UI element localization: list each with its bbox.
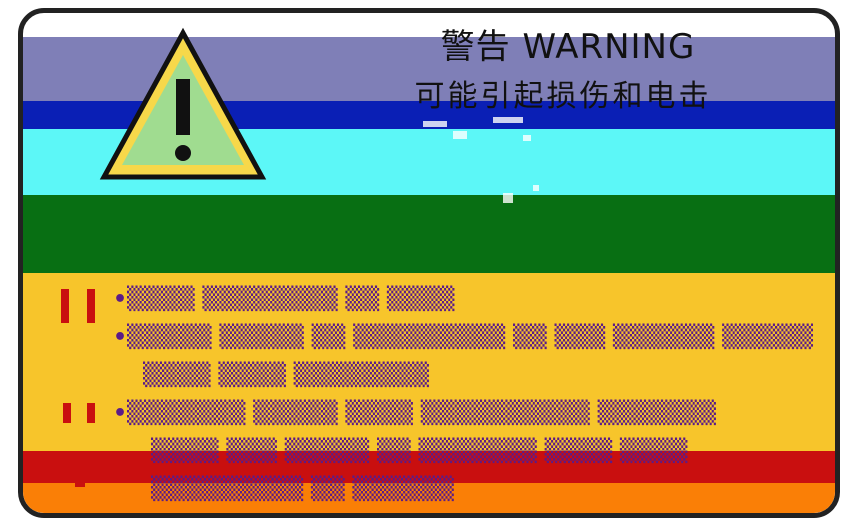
green-band — [23, 195, 835, 277]
warning-label: 警告 WARNING 可能引起损伤和电击 •▒▒▒▒ ▒▒▒▒▒▒▒▒ ▒▒ ▒… — [18, 8, 840, 518]
instruction-line: •▒▒▒▒▒ ▒▒▒▒▒ ▒▒ ▒▒▒▒▒▒▒▒▒ ▒▒ ▒▒▒ ▒▒▒▒▒▒ … — [113, 325, 813, 350]
yellow-band — [23, 273, 835, 453]
hazard-pictogram — [413, 113, 573, 263]
instruction-line: •▒▒▒▒▒▒▒ ▒▒▒▒▒ ▒▒▒▒ ▒▒▒▒▒▒▒▒▒▒ ▒▒▒▒▒▒▒ — [113, 401, 717, 426]
instruction-line: ▒▒▒▒ ▒▒▒ ▒▒▒▒▒ ▒▒ ▒▒▒▒▒▒▒ ▒▒▒▒ ▒▒▒▒ — [151, 439, 688, 464]
instruction-line: •▒▒▒▒ ▒▒▒▒▒▒▒▒ ▒▒ ▒▒▒▒ — [113, 287, 455, 312]
warning-triangle-icon — [99, 27, 267, 180]
instruction-line: ▒▒▒▒▒▒▒▒▒ ▒▒ ▒▒▒▒▒▒ — [151, 477, 454, 502]
warning-title: 警告 WARNING — [440, 27, 696, 67]
side-marks — [57, 283, 117, 513]
instructions-text: •▒▒▒▒ ▒▒▒▒▒▒▒▒ ▒▒ ▒▒▒▒ •▒▒▒▒▒ ▒▒▒▒▒ ▒▒ ▒… — [113, 281, 813, 509]
instruction-line: ▒▒▒▒ ▒▒▒▒ ▒▒▒▒▒▒▒▒ — [143, 363, 430, 388]
orange-band — [23, 483, 835, 513]
warning-subtitle: 可能引起损伤和电击 — [414, 79, 712, 114]
